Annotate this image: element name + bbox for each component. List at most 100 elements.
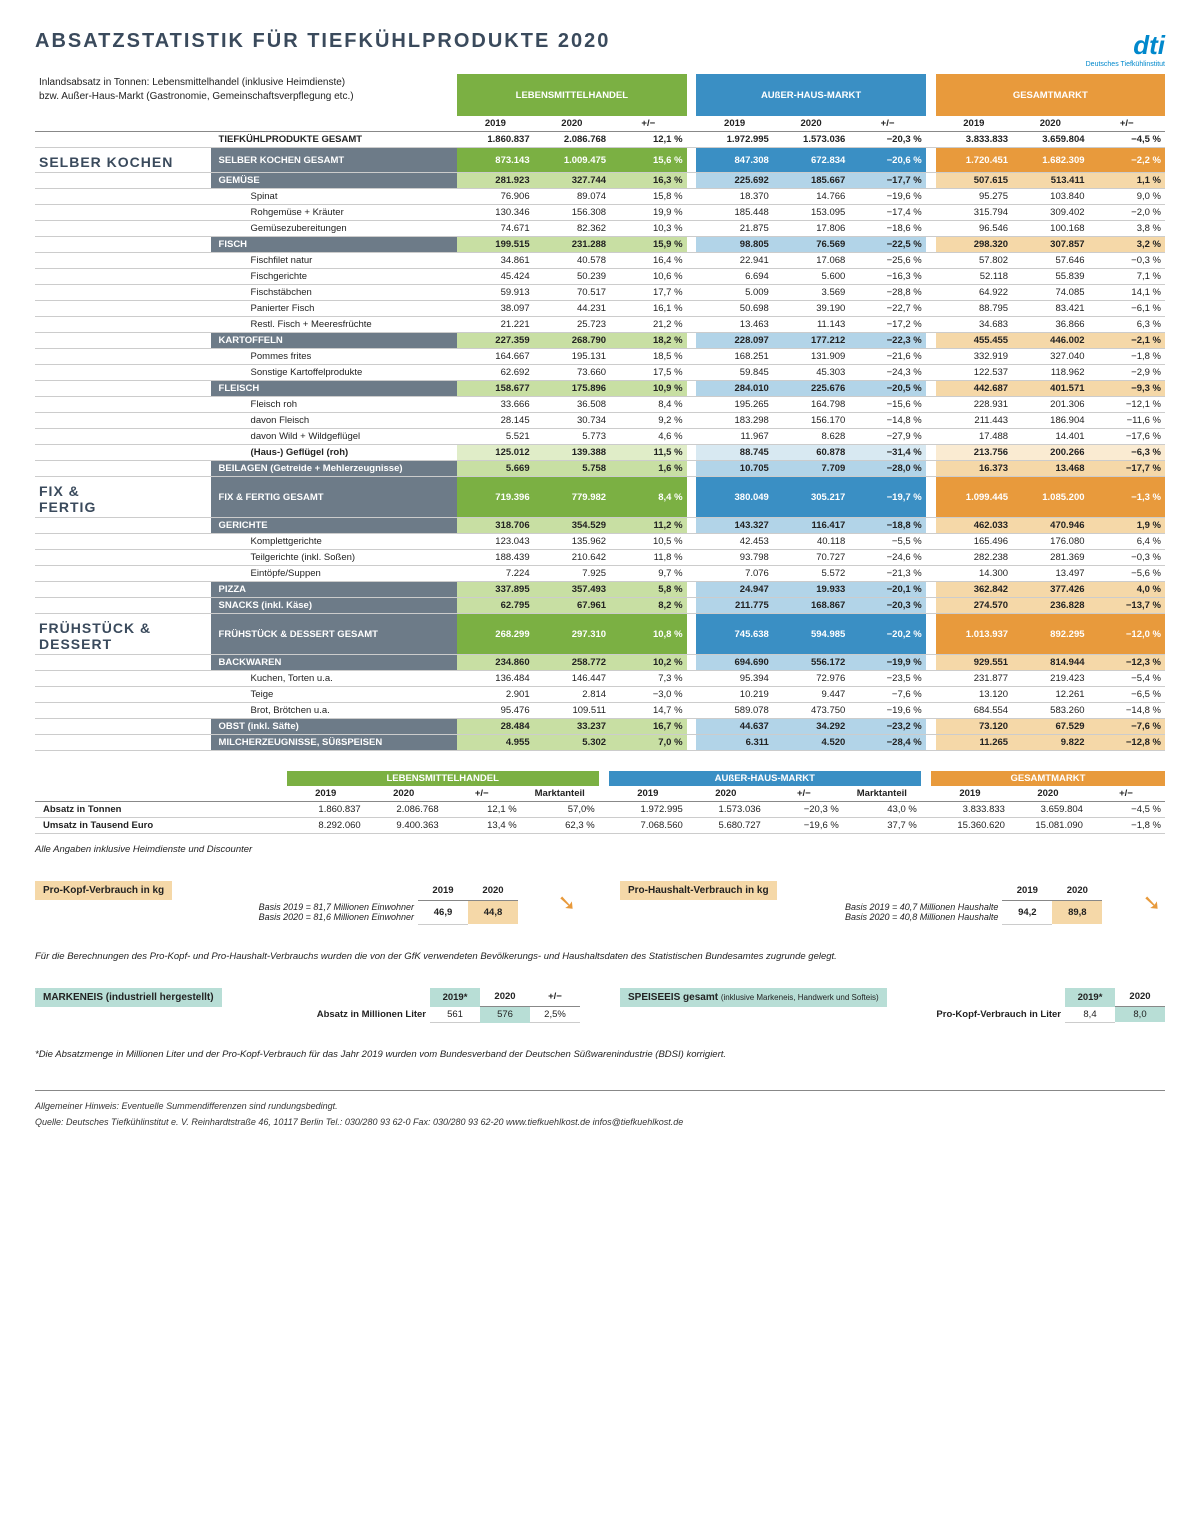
row-label: Teilgerichte (inkl. Soßen) — [211, 550, 458, 566]
prohaushalt-basis2: Basis 2020 = 40,8 Millionen Haushalte — [845, 912, 998, 922]
section-gm: GESAMTMARKT — [936, 74, 1165, 116]
row-fruehst_gesamt: FRÜHSTÜCK &DESSERTFRÜHSTÜCK & DESSERT GE… — [35, 614, 1165, 655]
row-fischfilet: Fischfilet natur34.86140.57816,4 %22.941… — [35, 253, 1165, 269]
per-capita-section: Pro-Kopf-Verbrauch in kg 2019 2020 ➘ Bas… — [35, 881, 1165, 925]
row-gemzub: Gemüsezubereitungen74.67182.36210,3 %21.… — [35, 221, 1165, 237]
row-label: MILCHERZEUGNISSE, SÜßSPEISEN — [211, 735, 458, 751]
row-fisch: FISCH199.515231.28815,9 %98.80576.569−22… — [35, 237, 1165, 253]
row-label: davon Fleisch — [211, 413, 458, 429]
prokopf-2019: 46,9 — [418, 900, 468, 924]
summary-section-row: LEBENSMITTELHANDEL AUßER-HAUS-MARKT GESA… — [35, 771, 1165, 786]
row-snacks: SNACKS (inkl. Käse)62.79567.9618,2 %211.… — [35, 598, 1165, 614]
year-pm: +/− — [610, 116, 686, 132]
row-pommes: Pommes frites164.667195.13118,5 %168.251… — [35, 349, 1165, 365]
section-ahm: AUßER-HAUS-MARKT — [696, 74, 925, 116]
category-label: FIX &FERTIG — [35, 477, 211, 518]
row-davonfl: davon Fleisch28.14530.7349,2 %183.298156… — [35, 413, 1165, 429]
note-bdsi: *Die Absatzmenge in Millionen Liter und … — [35, 1049, 1165, 1060]
row-label: Brot, Brötchen u.a. — [211, 703, 458, 719]
row-brot: Brot, Brötchen u.a.95.476109.51114,7 %58… — [35, 703, 1165, 719]
row-selber_gesamt: SELBER KOCHENSELBER KOCHEN GESAMT873.143… — [35, 148, 1165, 173]
row-rohgem: Rohgemüse + Kräuter130.346156.30819,9 %1… — [35, 205, 1165, 221]
prohaushalt-2020: 89,8 — [1052, 900, 1102, 924]
row-label: Panierter Fisch — [211, 301, 458, 317]
row-label: Teige — [211, 687, 458, 703]
row-davonwild: davon Wild + Wildgeflügel5.5215.7734,6 %… — [35, 429, 1165, 445]
row-label: Restl. Fisch + Meeresfrüchte — [211, 317, 458, 333]
category-label: FRÜHSTÜCK &DESSERT — [35, 614, 211, 655]
footer-source: Quelle: Deutsches Tiefkühlinstitut e. V.… — [35, 1117, 1165, 1127]
main-data-table: Inlandsabsatz in Tonnen: Lebensmittelhan… — [35, 74, 1165, 751]
row-milch: MILCHERZEUGNISSE, SÜßSPEISEN4.9555.3027,… — [35, 735, 1165, 751]
prokopf-2020: 44,8 — [468, 900, 518, 924]
logo-subtext: Deutsches Tiefkühlinstitut — [1086, 61, 1165, 68]
row-pizza: PIZZA337.895357.4935,8 %24.94719.933−20,… — [35, 582, 1165, 598]
summary-table: LEBENSMITTELHANDEL AUßER-HAUS-MARKT GESA… — [35, 771, 1165, 834]
speiseeis-label: SPEISEEIS gesamt (inklusive Markeneis, H… — [620, 988, 887, 1007]
year-header-row: 20192020+/− 20192020+/− 20192020+/− — [35, 116, 1165, 132]
row-fix_gesamt: FIX &FERTIGFIX & FERTIG GESAMT719.396779… — [35, 477, 1165, 518]
row-label: KARTOFFELN — [211, 333, 458, 349]
row-label: FIX & FERTIG GESAMT — [211, 477, 458, 518]
icecream-section: MARKENEIS (industriell hergestellt) 2019… — [35, 988, 1165, 1024]
row-teige: Teige2.9012.814−3,0 %10.2199.447−7,6 %13… — [35, 687, 1165, 703]
row-label: Pommes frites — [211, 349, 458, 365]
row-label: FISCH — [211, 237, 458, 253]
row-kartoffeln: KARTOFFELN227.359268.79018,2 %228.097177… — [35, 333, 1165, 349]
row-teilger: Teilgerichte (inkl. Soßen)188.439210.642… — [35, 550, 1165, 566]
row-kuchen: Kuchen, Torten u.a.136.484146.4477,3 %95… — [35, 671, 1165, 687]
absatz-label: Absatz in Tonnen — [35, 802, 287, 818]
row-komplett: Komplettgerichte123.043135.96210,5 %42.4… — [35, 534, 1165, 550]
subtitle-row: Inlandsabsatz in Tonnen: Lebensmittelhan… — [35, 74, 1165, 116]
row-backwaren: BACKWAREN234.860258.77210,2 %694.690556.… — [35, 655, 1165, 671]
prohaushalt-basis1: Basis 2019 = 40,7 Millionen Haushalte — [845, 902, 998, 912]
row-label: TIEFKÜHLPRODUKTE GESAMT — [211, 132, 458, 148]
row-panfisch: Panierter Fisch38.09744.23116,1 %50.6983… — [35, 301, 1165, 317]
row-restfisch: Restl. Fisch + Meeresfrüchte21.22125.723… — [35, 317, 1165, 333]
year-2019: 2019 — [457, 116, 533, 132]
row-label: SELBER KOCHEN GESAMT — [211, 148, 458, 173]
absatz-row: Absatz in Tonnen 1.860.8372.086.76812,1 … — [35, 802, 1165, 818]
market-share-label: Marktanteil — [521, 786, 599, 802]
row-label: GERICHTE — [211, 518, 458, 534]
umsatz-label: Umsatz in Tausend Euro — [35, 818, 287, 834]
summary-year-row: 20192020+/−Marktanteil 20192020+/−Markta… — [35, 786, 1165, 802]
row-gemuese: GEMÜSE281.923327.74416,3 %225.692185.667… — [35, 173, 1165, 189]
arrow-down-icon: ➘ — [1102, 881, 1165, 924]
prokopf-basis1: Basis 2019 = 81,7 Millionen Einwohner — [259, 902, 414, 912]
row-fischger: Fischgerichte45.42450.23910,6 %6.6945.60… — [35, 269, 1165, 285]
prokopf-basis2: Basis 2020 = 81,6 Millionen Einwohner — [259, 912, 414, 922]
row-label: Sonstige Kartoffelprodukte — [211, 365, 458, 381]
row-label: Komplettgerichte — [211, 534, 458, 550]
row-label: Fischfilet natur — [211, 253, 458, 269]
prokopf-label: Pro-Kopf-Verbrauch in kg — [35, 881, 172, 900]
row-label: BEILAGEN (Getreide + Mehlerzeugnisse) — [211, 461, 458, 477]
row-fleischroh: Fleisch roh33.66636.5088,4 %195.265164.7… — [35, 397, 1165, 413]
row-label: (Haus-) Geflügel (roh) — [211, 445, 458, 461]
subtitle-line1: Inlandsabsatz in Tonnen: Lebensmittelhan… — [39, 77, 345, 88]
speiseeis-rowlabel: Pro-Kopf-Verbrauch in Liter — [620, 1007, 1065, 1023]
row-label: Spinat — [211, 189, 458, 205]
row-label: Fischstäbchen — [211, 285, 458, 301]
row-eintopf: Eintöpfe/Suppen7.2247.9259,7 %7.0765.572… — [35, 566, 1165, 582]
umsatz-row: Umsatz in Tausend Euro 8.292.0609.400.36… — [35, 818, 1165, 834]
row-label: davon Wild + Wildgeflügel — [211, 429, 458, 445]
row-gerichte: GERICHTE318.706354.52911,2 %143.327116.4… — [35, 518, 1165, 534]
row-tk_gesamt: TIEFKÜHLPRODUKTE GESAMT1.860.8372.086.76… — [35, 132, 1165, 148]
subtitle-line2: bzw. Außer-Haus-Markt (Gastronomie, Geme… — [39, 91, 354, 102]
year-2020: 2020 — [534, 116, 610, 132]
category-label: SELBER KOCHEN — [35, 148, 211, 173]
note-inclusive: Alle Angaben inklusive Heimdienste und D… — [35, 844, 1165, 855]
arrow-down-icon: ➘ — [518, 881, 580, 924]
row-label: SNACKS (inkl. Käse) — [211, 598, 458, 614]
footer-note: Allgemeiner Hinweis: Eventuelle Summendi… — [35, 1101, 1165, 1111]
row-label: Fischgerichte — [211, 269, 458, 285]
row-label: PIZZA — [211, 582, 458, 598]
markeneis-rowlabel: Absatz in Millionen Liter — [35, 1007, 430, 1023]
prohaushalt-2019: 94,2 — [1002, 900, 1052, 924]
row-label: OBST (inkl. Säfte) — [211, 719, 458, 735]
row-fischst: Fischstäbchen59.91370.51717,7 %5.0093.56… — [35, 285, 1165, 301]
row-fleisch: FLEISCH158.677175.89610,9 %284.010225.67… — [35, 381, 1165, 397]
row-label: FLEISCH — [211, 381, 458, 397]
row-spinat: Spinat76.90689.07415,8 %18.37014.766−19,… — [35, 189, 1165, 205]
